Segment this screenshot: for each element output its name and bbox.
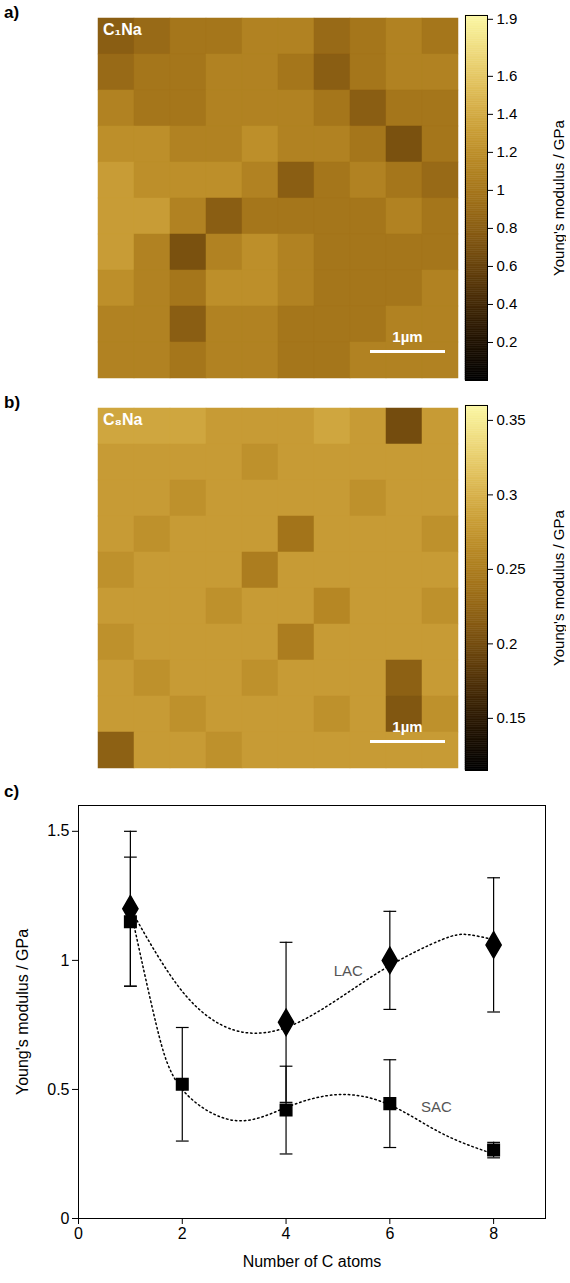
svg-text:0.15: 0.15 xyxy=(497,709,526,726)
html-text:C₈Na: C₈Na xyxy=(103,411,143,428)
svg-text:Young's modulus / GPa: Young's modulus / GPa xyxy=(550,119,567,275)
svg-text:0.5: 0.5 xyxy=(47,1081,69,1098)
svg-text:1.2: 1.2 xyxy=(497,143,518,160)
svg-text:Number of C atoms: Number of C atoms xyxy=(243,1253,382,1270)
svg-text:0.2: 0.2 xyxy=(497,635,518,652)
svg-text:0.35: 0.35 xyxy=(497,411,526,428)
svg-text:8: 8 xyxy=(489,1225,498,1242)
svg-text:LAC: LAC xyxy=(334,962,363,979)
svg-text:0: 0 xyxy=(74,1225,83,1242)
svg-text:1.6: 1.6 xyxy=(497,67,518,84)
svg-text:Young's modulus / GPa: Young's modulus / GPa xyxy=(14,929,31,1095)
html-text:b): b) xyxy=(4,393,20,412)
svg-text:0: 0 xyxy=(61,1210,70,1227)
svg-text:1: 1 xyxy=(497,181,505,198)
html-text:c): c) xyxy=(4,782,20,801)
svg-text:1.4: 1.4 xyxy=(497,105,518,122)
svg-text:Young's modulus / GPa: Young's modulus / GPa xyxy=(550,509,567,665)
html-text:C₁Na: C₁Na xyxy=(103,21,142,38)
html-text:1µm: 1µm xyxy=(392,718,423,735)
svg-text:0.4: 0.4 xyxy=(497,295,518,312)
svg-text:0.3: 0.3 xyxy=(497,486,518,503)
svg-text:0.8: 0.8 xyxy=(497,219,518,236)
svg-text:0.25: 0.25 xyxy=(497,560,526,577)
svg-text:SAC: SAC xyxy=(421,1098,452,1115)
html-text:1µm: 1µm xyxy=(392,328,423,345)
svg-text:6: 6 xyxy=(385,1225,394,1242)
svg-text:2: 2 xyxy=(178,1225,187,1242)
svg-text:1: 1 xyxy=(61,951,70,968)
svg-text:1.5: 1.5 xyxy=(47,822,69,839)
svg-text:1.9: 1.9 xyxy=(497,10,518,27)
svg-text:0.6: 0.6 xyxy=(497,257,518,274)
svg-text:0.2: 0.2 xyxy=(497,333,518,350)
svg-text:4: 4 xyxy=(282,1225,291,1242)
html-text:a): a) xyxy=(4,3,20,22)
